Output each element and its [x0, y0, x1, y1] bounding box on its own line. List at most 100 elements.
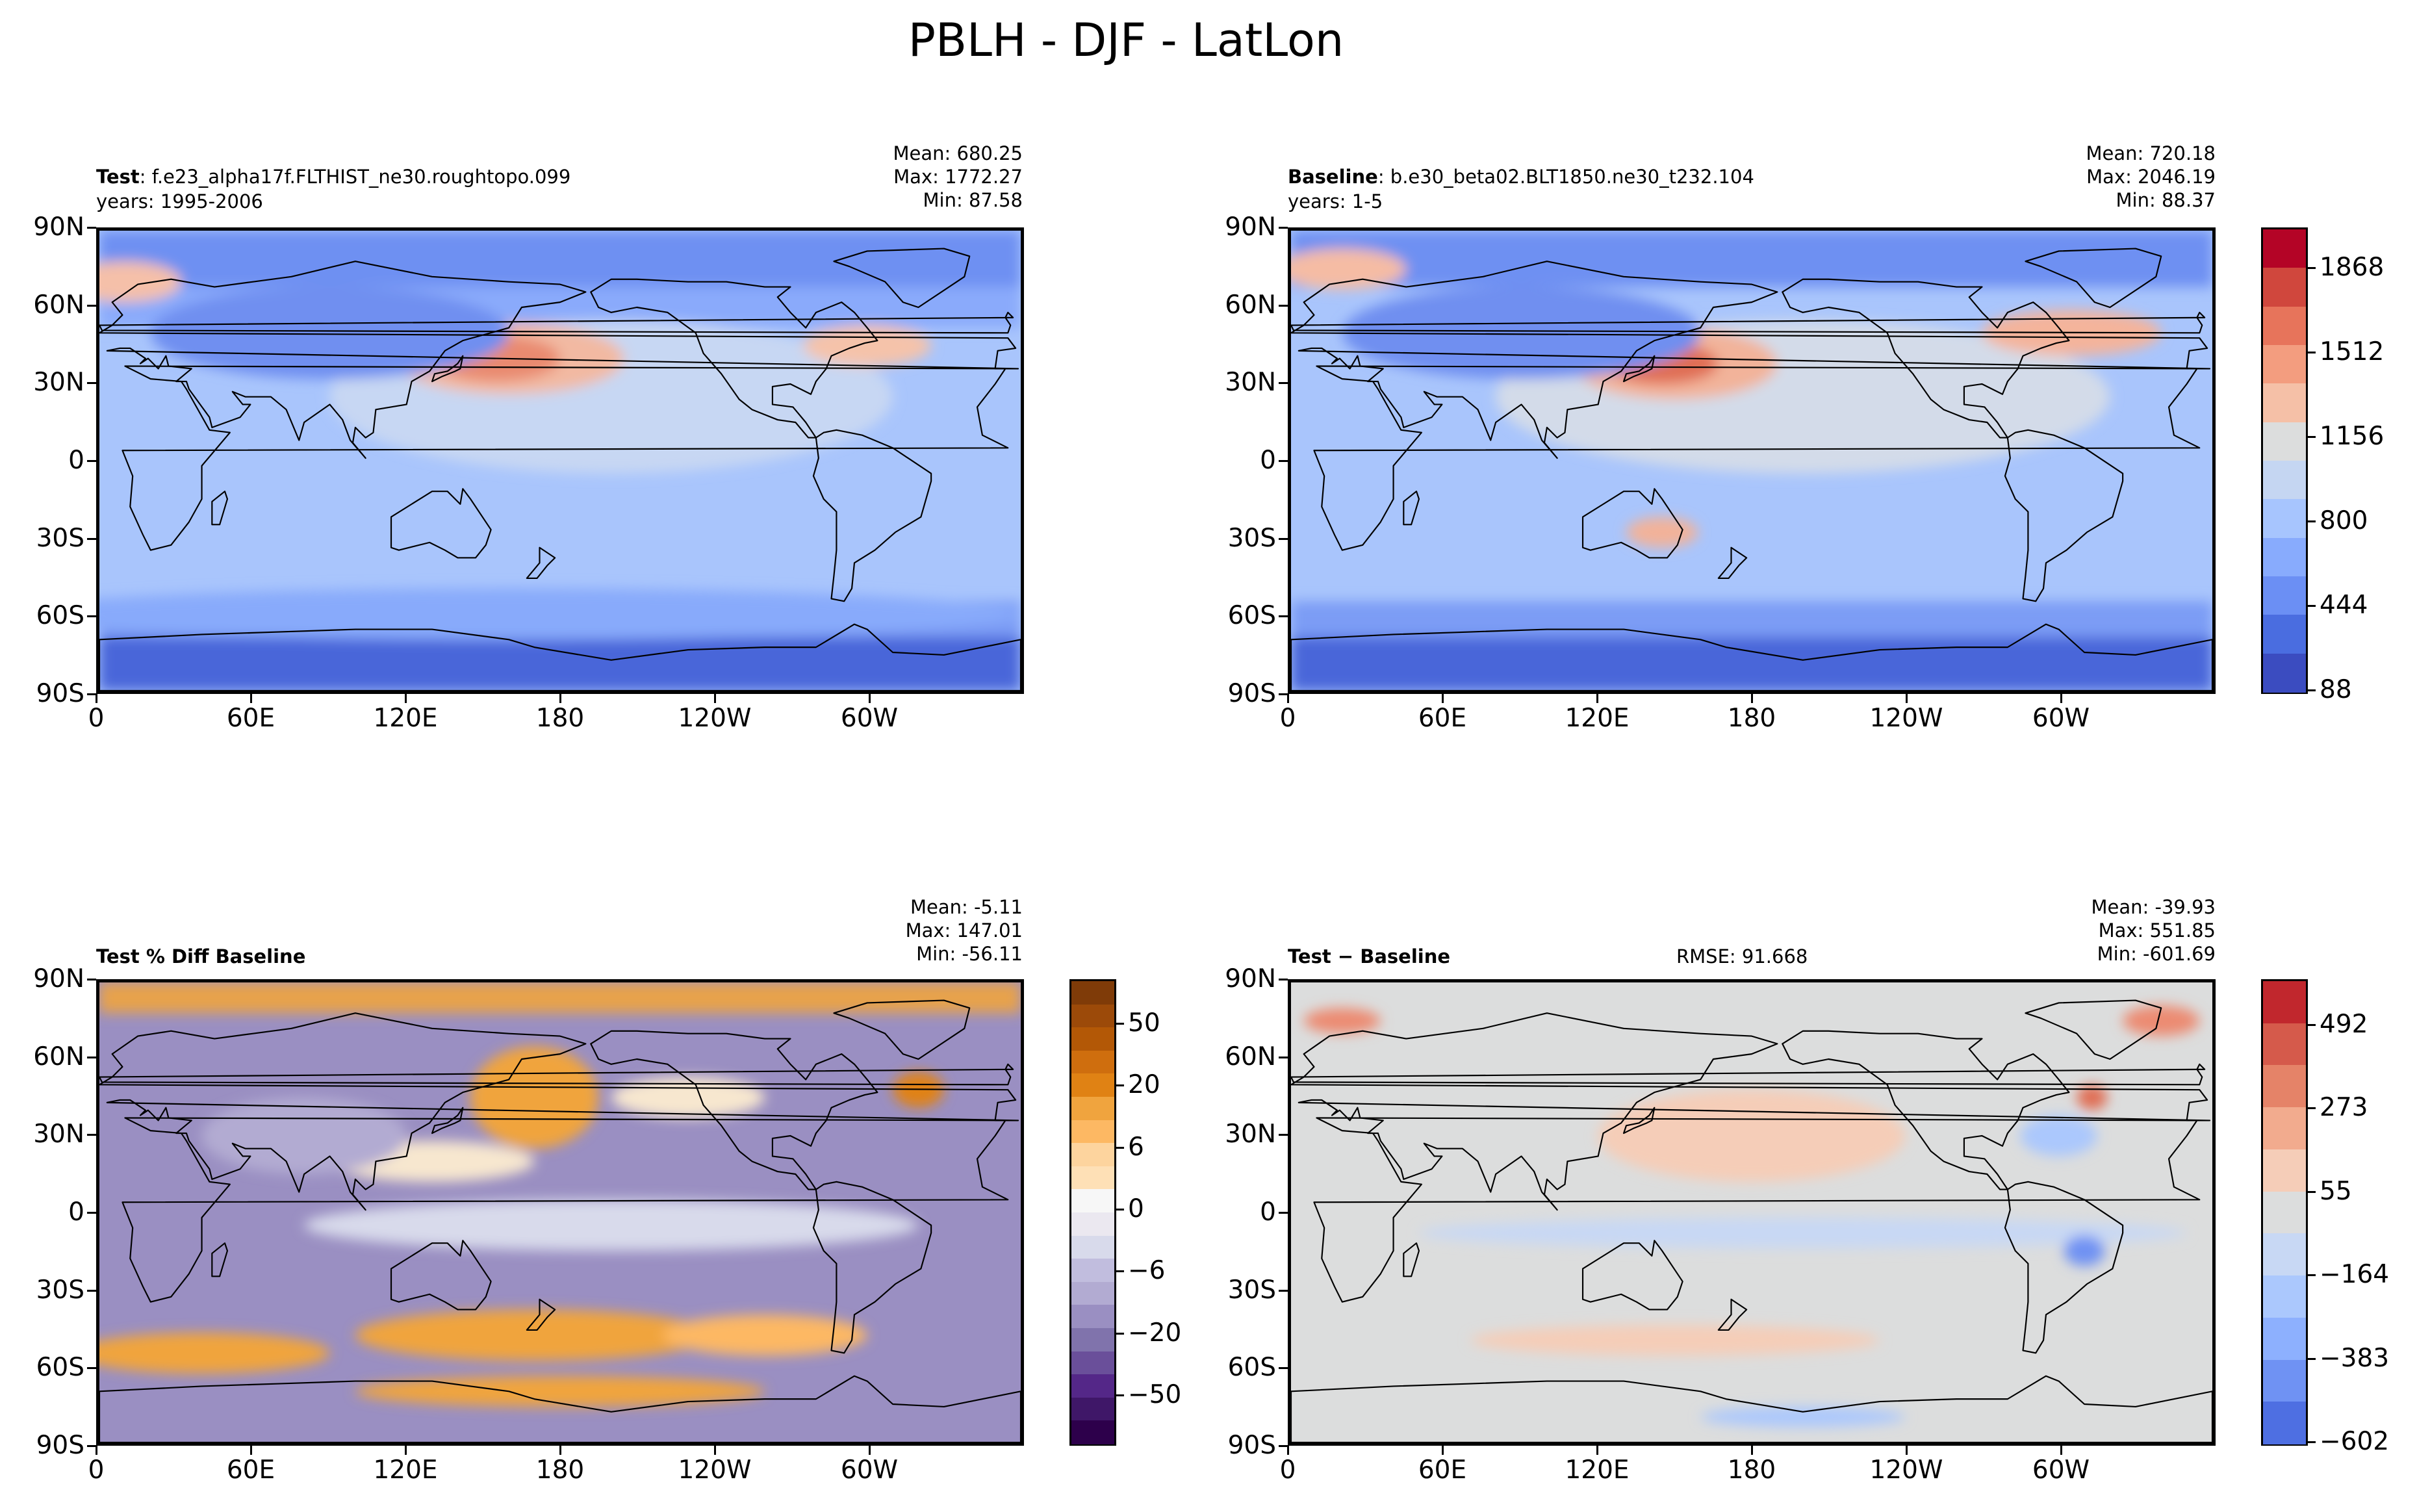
colorbar-segment — [2263, 1233, 2306, 1277]
y-tick-mark — [87, 1056, 96, 1058]
y-tick-mark — [87, 979, 96, 980]
colorbar-tick-mark — [2308, 1441, 2316, 1443]
y-tick-label: 30N — [1225, 368, 1276, 398]
colorbar-tick-label: 55 — [2320, 1176, 2352, 1206]
y-tick-label: 30N — [33, 1120, 84, 1149]
colorbar-tick-label: 6 — [1128, 1132, 1144, 1162]
x-tick-label: 0 — [88, 1455, 105, 1485]
colorbar-tick-mark — [1116, 1023, 1124, 1025]
y-tick-mark — [1279, 227, 1288, 229]
x-tick-label: 60E — [1418, 1455, 1467, 1485]
y-tick-mark — [1279, 304, 1288, 307]
x-tick-mark — [405, 1446, 407, 1455]
x-tick-label: 60W — [2032, 1455, 2090, 1485]
colorbar-tick-label: 20 — [1128, 1070, 1160, 1100]
colorbar-tick-label: 1156 — [2320, 422, 2385, 451]
pct-diff-colorbar — [1069, 979, 1116, 1446]
baseline-mean: Mean: 720.18 — [2086, 142, 2216, 164]
colorbar-tick-label: 0 — [1128, 1194, 1144, 1224]
y-tick-mark — [1279, 693, 1288, 695]
colorbar-tick-mark — [1116, 1394, 1124, 1396]
plot0-coastlines — [99, 248, 1021, 691]
colorbar-tick-mark — [2308, 1357, 2316, 1360]
x-tick-mark — [1751, 694, 1753, 703]
plot1-field — [1291, 231, 2212, 691]
colorbar-segment — [2263, 1359, 2306, 1403]
colorbar-segment — [2263, 1149, 2306, 1192]
colorbar-segment — [1071, 1374, 1114, 1398]
diff-map — [1288, 979, 2216, 1446]
y-tick-mark — [1279, 1289, 1288, 1292]
pct-diff-min: Min: -56.11 — [916, 943, 1023, 965]
y-tick-mark — [1279, 1367, 1288, 1370]
colorbar-segment — [2263, 1065, 2306, 1108]
y-tick-label: 90S — [36, 1431, 84, 1460]
x-tick-label: 60E — [226, 1455, 275, 1485]
colorbar-segment — [1071, 981, 1114, 1005]
colorbar-segment — [2263, 537, 2306, 577]
y-tick-mark — [87, 693, 96, 695]
colorbar-segment — [1071, 1004, 1114, 1029]
colorbar-segment — [2263, 653, 2306, 693]
x-tick-mark — [714, 1446, 716, 1455]
x-tick-mark — [2060, 1446, 2062, 1455]
colorbar-segment — [2263, 1191, 2306, 1235]
baseline-colorbar — [2261, 227, 2308, 694]
colorbar-segment — [1071, 1050, 1114, 1075]
colorbar-tick-mark — [1116, 1084, 1124, 1087]
diff-stats: Mean: -39.93 Max: 551.85 Min: -601.69 — [1956, 895, 2216, 966]
x-tick-mark — [1751, 1446, 1753, 1455]
y-tick-mark — [1279, 1212, 1288, 1214]
y-tick-mark — [1279, 1445, 1288, 1447]
x-tick-mark — [1442, 694, 1444, 703]
y-tick-label: 0 — [68, 1198, 84, 1227]
y-tick-mark — [1279, 979, 1288, 980]
y-tick-label: 30S — [36, 1275, 84, 1305]
colorbar-segment — [2263, 1317, 2306, 1361]
y-tick-label: 60N — [1225, 1042, 1276, 1071]
y-tick-label: 90N — [33, 212, 84, 242]
colorbar-segment — [1071, 1166, 1114, 1190]
colorbar-segment — [1071, 1120, 1114, 1144]
y-tick-mark — [1279, 382, 1288, 385]
colorbar-segment — [1071, 1305, 1114, 1329]
test-mean: Mean: 680.25 — [893, 142, 1023, 164]
colorbar-tick-mark — [1116, 1270, 1124, 1273]
colorbar-segment — [2263, 306, 2306, 346]
colorbar-tick-mark — [2308, 1274, 2316, 1277]
x-tick-label: 60W — [840, 1455, 899, 1485]
colorbar-segment — [2263, 1275, 2306, 1318]
y-tick-label: 90N — [33, 964, 84, 993]
x-tick-mark — [96, 1446, 97, 1455]
colorbar-tick-mark — [2308, 1107, 2316, 1110]
x-tick-mark — [1906, 1446, 1908, 1455]
colorbar-segment — [1071, 1027, 1114, 1051]
colorbar-segment — [1071, 1420, 1114, 1444]
colorbar-segment — [2263, 383, 2306, 423]
colorbar-tick-label: −383 — [2320, 1343, 2390, 1373]
x-tick-mark — [405, 694, 407, 703]
pct-diff-title: Test % Diff Baseline — [96, 945, 306, 967]
colorbar-tick-mark — [2308, 605, 2316, 607]
y-tick-mark — [87, 1134, 96, 1136]
colorbar-tick-label: 800 — [2320, 506, 2368, 535]
x-tick-label: 120E — [373, 704, 438, 733]
colorbar-segment — [2263, 499, 2306, 539]
colorbar-tick-label: −20 — [1128, 1318, 1182, 1348]
y-tick-label: 90S — [36, 679, 84, 708]
pct-diff-mean: Mean: -5.11 — [910, 896, 1023, 918]
diff-min: Min: -601.69 — [2097, 943, 2216, 965]
y-tick-label: 60N — [33, 1042, 84, 1071]
pct-diff-stats: Mean: -5.11 Max: 147.01 Min: -56.11 — [763, 895, 1023, 966]
x-tick-mark — [250, 1446, 252, 1455]
colorbar-segment — [2263, 345, 2306, 385]
y-tick-label: 60N — [33, 290, 84, 320]
test-years: years: 1995-2006 — [96, 190, 263, 212]
baseline-stats: Mean: 720.18 Max: 2046.19 Min: 88.37 — [1956, 142, 2216, 212]
y-tick-label: 60N — [1225, 290, 1276, 320]
colorbar-tick-label: 1868 — [2320, 253, 2385, 282]
test-title: Test: f.e23_alpha17f.FLTHIST_ne30.rought… — [96, 166, 571, 188]
x-tick-label: 120W — [678, 704, 752, 733]
x-tick-mark — [869, 1446, 871, 1455]
